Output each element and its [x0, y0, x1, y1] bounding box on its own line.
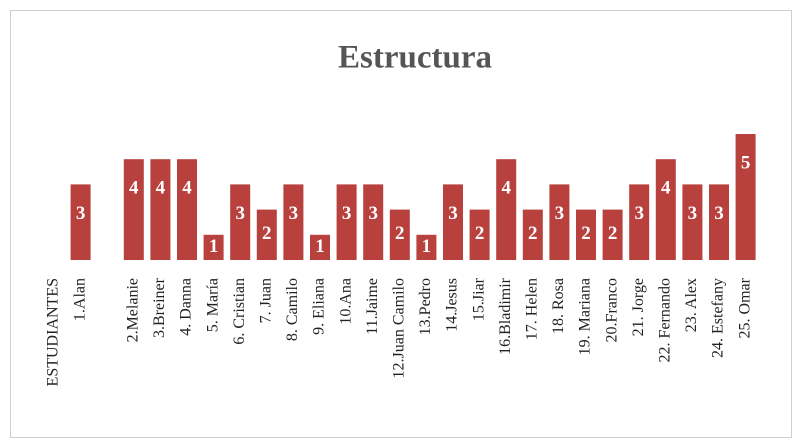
- value-label: 3: [368, 203, 378, 224]
- value-label: 2: [608, 223, 618, 244]
- value-label: 4: [129, 178, 139, 199]
- x-tick-label: 25. Omar: [736, 277, 753, 338]
- value-label: 2: [262, 223, 272, 244]
- bar: [256, 209, 277, 260]
- x-tick-label: 4. Danna: [178, 278, 195, 336]
- x-tick-label: 9. Eliana: [311, 278, 328, 335]
- bar: [177, 159, 197, 260]
- value-label: 1: [315, 236, 325, 257]
- x-tick-label: ESTUDIANTES: [45, 278, 62, 386]
- bar: [283, 184, 304, 260]
- bar: [655, 159, 676, 260]
- value-label: 1: [422, 236, 432, 257]
- x-tick-label: 6. Cristian: [231, 278, 248, 345]
- bar: [549, 184, 570, 260]
- value-label: 1: [209, 236, 219, 257]
- x-tick-label: 13.Pedro: [417, 278, 434, 335]
- bar: [709, 184, 729, 260]
- x-tick-label: 21. Jorge: [630, 278, 647, 336]
- x-tick-label: 16.Bladimir: [497, 277, 514, 355]
- value-label: 2: [581, 223, 591, 244]
- bar: [496, 159, 517, 260]
- bar: [310, 234, 330, 260]
- x-tick-label: 22. Fernando: [656, 278, 673, 362]
- chart-title: Estructura: [338, 40, 492, 76]
- x-tick-label: 14.Jesus: [444, 278, 461, 332]
- bar: [336, 184, 357, 260]
- value-label: 4: [182, 178, 192, 199]
- value-label: 3: [688, 203, 698, 224]
- bar: [203, 234, 224, 260]
- value-label: 2: [475, 223, 485, 244]
- x-tick-label: 15.Jiar: [470, 277, 487, 321]
- bar: [602, 209, 623, 260]
- value-label: 3: [448, 203, 458, 224]
- value-label: 3: [289, 203, 299, 224]
- x-tick-label: 23. Alex: [683, 278, 700, 332]
- x-tick-label: 3.Breiner: [151, 277, 168, 338]
- value-label: 4: [661, 178, 671, 199]
- bar: [70, 184, 91, 260]
- x-tick-label: 10.Ana: [337, 278, 354, 325]
- x-tick-label: 11.Jaime: [364, 278, 381, 335]
- bar: [469, 209, 490, 260]
- bar: [123, 159, 144, 260]
- bar: [363, 184, 384, 260]
- value-label: 3: [555, 203, 565, 224]
- value-label: 2: [395, 223, 405, 244]
- x-tick-label: 19. Mariana: [577, 278, 594, 355]
- x-tick-label: 24. Estefany: [710, 278, 727, 358]
- x-tick-label: 8. Camilo: [284, 278, 301, 341]
- value-label: 3: [634, 203, 644, 224]
- bar: [416, 234, 437, 260]
- value-label: 3: [342, 203, 352, 224]
- bar: [576, 209, 596, 260]
- value-label: 4: [156, 178, 166, 199]
- bar: [629, 184, 650, 260]
- x-tick-label: 7. Juan: [257, 278, 274, 323]
- value-label: 5: [741, 152, 751, 173]
- bar: [682, 184, 703, 260]
- value-label: 3: [76, 203, 86, 224]
- bar: [522, 209, 543, 260]
- bar: [443, 184, 463, 260]
- x-tick-label: 18. Rosa: [550, 278, 567, 334]
- x-tick-label: 5. María: [204, 278, 221, 332]
- x-tick-label: 12.Juan Camilo: [390, 278, 407, 378]
- x-tick-label: 2.Melanie: [124, 278, 141, 342]
- value-label: 3: [714, 203, 724, 224]
- bar: [230, 184, 251, 260]
- bar: [389, 209, 410, 260]
- value-label: 2: [528, 223, 538, 244]
- value-label: 3: [235, 203, 245, 224]
- x-tick-label: 1.Alan: [71, 278, 88, 321]
- x-tick-label: 17. Helen: [523, 278, 540, 340]
- bar: [735, 134, 756, 260]
- bar: [150, 159, 171, 260]
- x-tick-label: 20.Franco: [603, 278, 620, 342]
- value-label: 4: [501, 178, 511, 199]
